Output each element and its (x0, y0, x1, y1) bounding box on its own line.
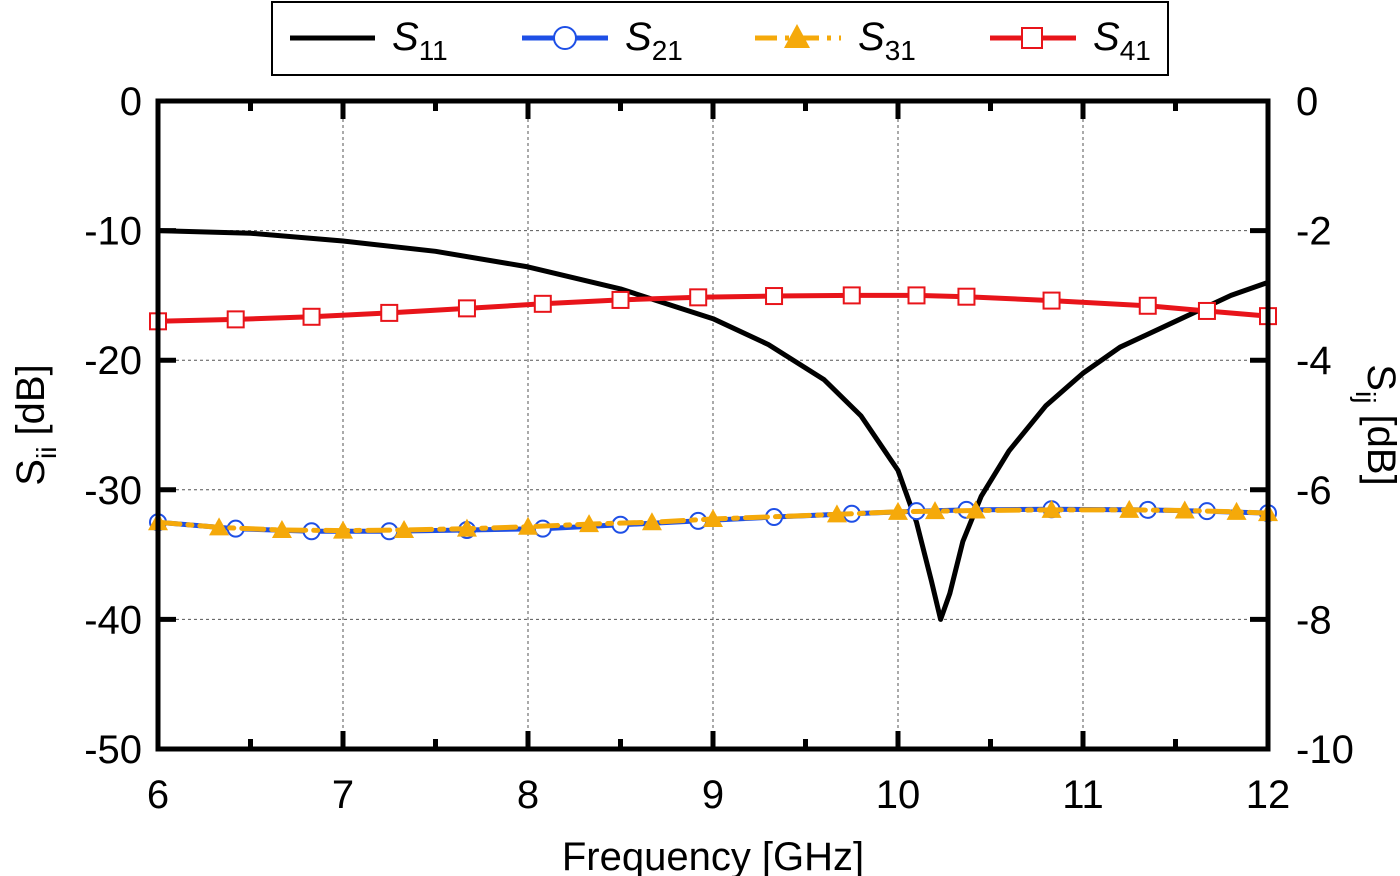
data-point-s31 (826, 504, 847, 523)
data-point-s31 (579, 514, 600, 533)
data-point-s41 (533, 294, 552, 313)
data-point-s31 (703, 508, 723, 527)
legend-label-s41: S41 (1093, 15, 1151, 66)
x-tick-label: 6 (147, 773, 169, 817)
y-right-tick-label: -8 (1296, 598, 1332, 642)
x-tick-label: 12 (1246, 773, 1291, 817)
data-point-s41 (765, 287, 784, 306)
data-point-s31 (1226, 501, 1247, 520)
legend-entry-s11: S11 (290, 15, 448, 66)
data-point-s31 (965, 500, 986, 519)
legend-label-s31: S31 (858, 15, 916, 66)
y-axis-label-right: Sij [dB] (1350, 364, 1400, 485)
legend-entry-s41: S41 (990, 15, 1151, 66)
tick-layer: 6 7 8 9 10 11 12 0 -10 -20 -30 -40 -50 0 -2 -4 -6 -8 -10 (84, 80, 1354, 817)
data-point-s41 (1197, 301, 1216, 320)
data-point-s41 (907, 286, 926, 305)
legend-marker-square (1021, 27, 1043, 49)
y-right-tick-label: 0 (1296, 80, 1318, 124)
y-left-tick-label: -30 (84, 469, 142, 513)
x-axis-label: Frequency [GHz] (562, 835, 864, 876)
legend-marker-triangle (784, 24, 810, 48)
x-tick-label: 7 (332, 773, 354, 817)
x-tick-label: 11 (1062, 773, 1104, 817)
data-point-s41 (611, 290, 630, 309)
data-point-s41 (1042, 291, 1061, 310)
y-left-tick-label: 0 (120, 80, 142, 124)
data-point-s31 (271, 519, 292, 538)
data-point-s41 (842, 286, 861, 305)
data-point-s31 (394, 519, 415, 538)
y-left-tick-label: -40 (84, 598, 142, 642)
legend: S11 S21 S31 S41 (271, 1, 1169, 76)
legend-label-s21: S21 (625, 15, 683, 66)
data-point-s31 (888, 501, 908, 520)
data-point-s31 (641, 512, 662, 531)
y-left-tick-label: -50 (84, 728, 142, 772)
legend-marker-circle (553, 26, 577, 50)
y-left-tick-label: -10 (84, 210, 142, 254)
x-tick-label: 8 (517, 773, 539, 817)
data-point-s41 (957, 287, 976, 306)
x-tick-label: 9 (702, 773, 724, 817)
data-point-s41 (1138, 296, 1157, 315)
y-axis-label-left: Sii [dB] (9, 364, 62, 485)
data-point-s41 (302, 307, 321, 326)
data-point-s31 (1041, 499, 1062, 518)
data-point-s31 (209, 517, 230, 536)
y-right-tick-label: -10 (1296, 728, 1354, 772)
y-left-tick-label: -20 (84, 339, 142, 383)
legend-entry-s21: S21 (522, 15, 683, 66)
data-point-s31 (456, 518, 477, 537)
data-point-s41 (457, 299, 476, 318)
data-point-s41 (226, 310, 245, 329)
data-point-s41 (380, 303, 399, 322)
data-point-s41 (689, 288, 708, 307)
data-point-s31 (518, 516, 538, 535)
x-tick-label: 10 (876, 773, 921, 817)
series-layer (148, 228, 1278, 622)
y-right-tick-label: -2 (1296, 210, 1332, 254)
y-right-tick-label: -6 (1296, 469, 1332, 513)
legend-entry-s31: S31 (755, 15, 916, 66)
data-point-s31 (1174, 500, 1195, 519)
data-point-s31 (925, 501, 945, 520)
legend-label-s11: S11 (392, 15, 448, 66)
series-line-s41 (155, 292, 1271, 324)
data-point-s31 (1119, 499, 1140, 518)
series-line-s11 (155, 228, 1271, 622)
y-right-tick-label: -4 (1296, 339, 1332, 383)
data-point-s31 (333, 520, 353, 539)
grid-layer (158, 101, 1268, 749)
